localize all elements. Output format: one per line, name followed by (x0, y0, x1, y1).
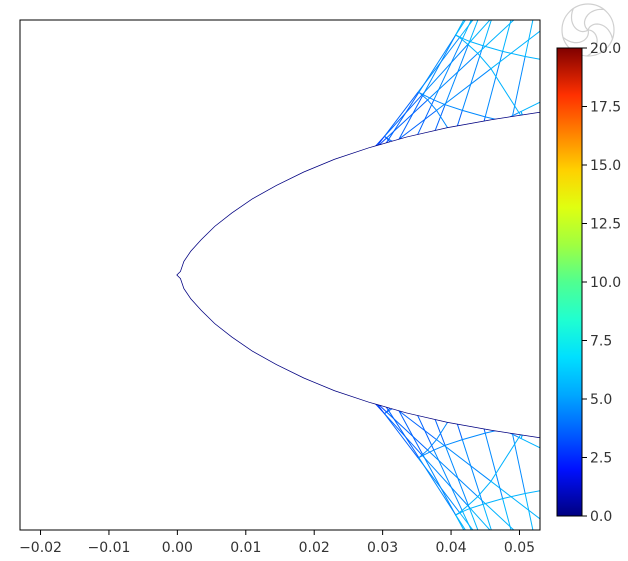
x-tick-label: 0.04 (435, 540, 466, 556)
x-tick-label: 0.01 (230, 540, 261, 556)
colorbar-tick-label: 7.5 (590, 334, 612, 350)
colorbar-tick-label: 10.0 (590, 275, 621, 291)
colorbar-tick-label: 0.0 (590, 509, 612, 525)
colorbar-tick-label: 12.5 (590, 217, 621, 233)
x-tick-label: 0.02 (299, 540, 330, 556)
colorbar-tick-label: 15.0 (590, 158, 621, 174)
x-tick-label: 0.05 (504, 540, 535, 556)
colorbar: 0.0 2.5 5.0 7.5 10.0 12.5 15.0 17.5 20.0 (557, 41, 621, 525)
x-tick-label: −0.01 (87, 540, 130, 556)
x-tick-label: −0.02 (19, 540, 62, 556)
colorbar-tick-label: 5.0 (590, 392, 612, 408)
x-tick-label: 0.00 (162, 540, 193, 556)
x-axis: −0.02 −0.01 0.00 0.01 0.02 0.03 0.04 0.05 (19, 530, 535, 556)
figure-canvas: 0.02.55.07.510.012.515.017.520.0−0.02−0.… (0, 0, 628, 561)
colorbar-tick-label: 20.0 (590, 41, 621, 57)
colorbar-tick-label: 2.5 (590, 451, 612, 467)
x-tick-label: 0.03 (367, 540, 398, 556)
colorbar-tick-label: 17.5 (590, 100, 621, 116)
